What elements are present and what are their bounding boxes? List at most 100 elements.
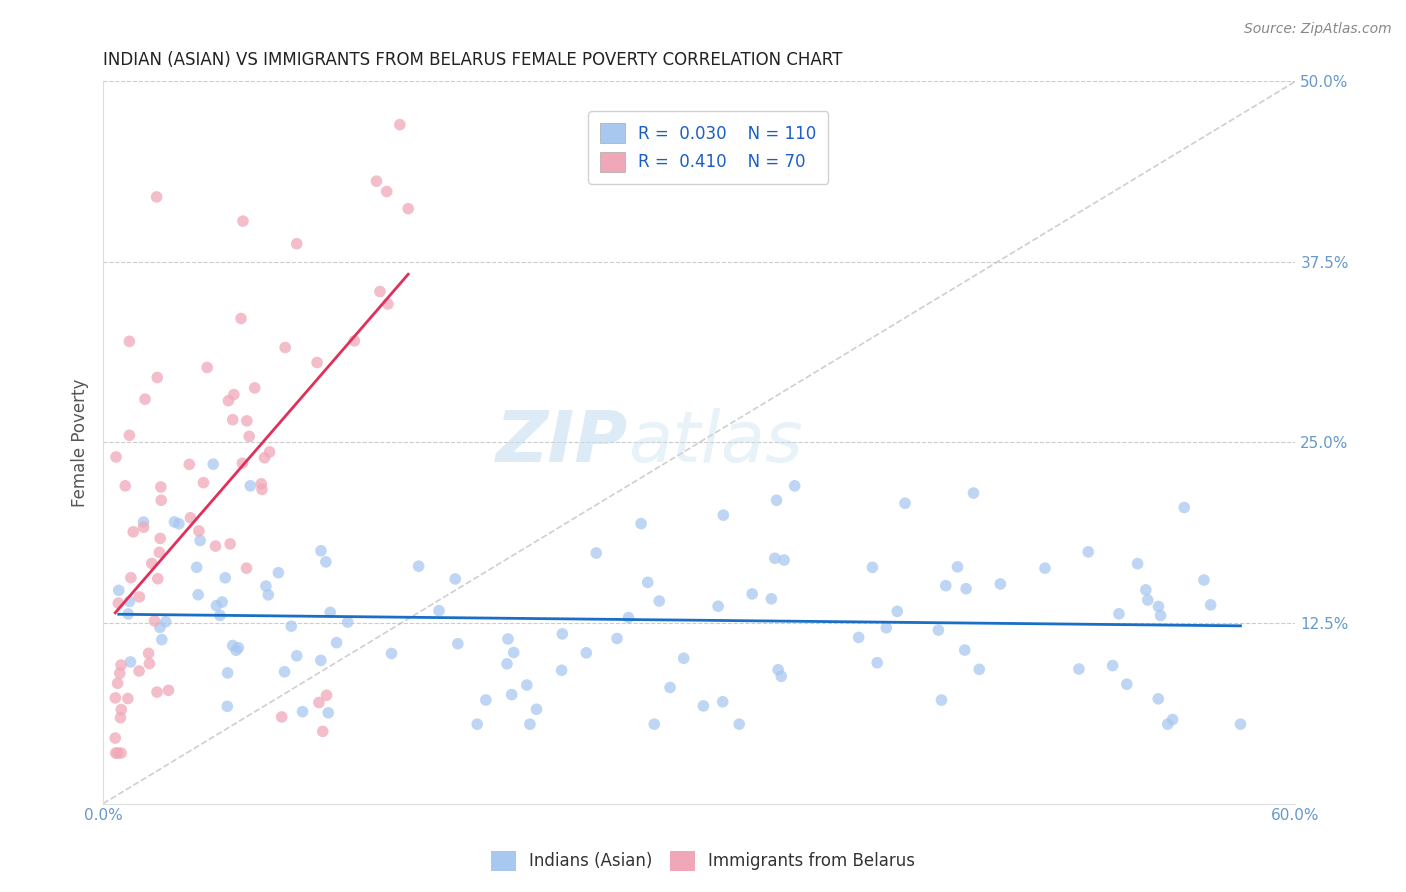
Point [955, 582, 977, 596]
Point [526, 702, 548, 716]
Point [146, 572, 169, 586]
Point [128, 590, 150, 604]
Point [238, 429, 260, 443]
Point [208, 608, 231, 623]
Y-axis label: Female Poverty: Female Poverty [72, 378, 89, 507]
Point [188, 533, 211, 548]
Point [1033, 561, 1056, 575]
Point [110, 658, 132, 673]
Point [231, 456, 253, 470]
Point [138, 646, 160, 660]
Point [770, 669, 793, 683]
Point [765, 493, 787, 508]
Point [927, 623, 949, 637]
Point [228, 640, 250, 655]
Text: INDIAN (ASIAN) VS IMMIGRANTS FROM BELARUS FEMALE POVERTY CORRELATION CHART: INDIAN (ASIAN) VS IMMIGRANTS FROM BELARU… [103, 51, 842, 69]
Point [239, 479, 262, 493]
Point [1136, 593, 1159, 607]
Point [114, 479, 136, 493]
Point [319, 605, 342, 619]
Point [211, 595, 233, 609]
Point [291, 705, 314, 719]
Point [149, 532, 172, 546]
Point [104, 690, 127, 705]
Point [193, 475, 215, 490]
Point [120, 655, 142, 669]
Point [179, 458, 201, 472]
Point [204, 539, 226, 553]
Point [235, 561, 257, 575]
Point [766, 663, 789, 677]
Point [107, 596, 129, 610]
Point [146, 370, 169, 384]
Point [315, 555, 337, 569]
Point [122, 524, 145, 539]
Point [396, 202, 419, 216]
Point [107, 583, 129, 598]
Point [145, 190, 167, 204]
Point [155, 615, 177, 629]
Legend: Indians (Asian), Immigrants from Belarus: Indians (Asian), Immigrants from Belarus [482, 842, 924, 880]
Point [728, 717, 751, 731]
Point [187, 524, 209, 538]
Point [368, 285, 391, 299]
Point [167, 516, 190, 531]
Point [225, 643, 247, 657]
Point [465, 717, 488, 731]
Point [285, 236, 308, 251]
Point [118, 334, 141, 349]
Point [862, 560, 884, 574]
Point [711, 695, 734, 709]
Point [149, 620, 172, 634]
Point [336, 615, 359, 629]
Text: Source: ZipAtlas.com: Source: ZipAtlas.com [1244, 22, 1392, 37]
Point [648, 594, 671, 608]
Point [307, 355, 329, 369]
Point [783, 479, 806, 493]
Point [219, 537, 242, 551]
Point [105, 450, 128, 464]
Point [1077, 545, 1099, 559]
Point [606, 632, 628, 646]
Point [475, 693, 498, 707]
Point [1147, 691, 1170, 706]
Point [117, 607, 139, 621]
Point [149, 480, 172, 494]
Point [366, 174, 388, 188]
Point [250, 476, 273, 491]
Point [150, 632, 173, 647]
Point [894, 496, 917, 510]
Point [202, 457, 225, 471]
Point [253, 450, 276, 465]
Point [270, 710, 292, 724]
Point [953, 643, 976, 657]
Text: ZIP: ZIP [495, 408, 627, 477]
Point [866, 656, 889, 670]
Point [447, 637, 470, 651]
Point [630, 516, 652, 531]
Point [257, 588, 280, 602]
Point [146, 685, 169, 699]
Point [1126, 557, 1149, 571]
Point [134, 392, 156, 406]
Point [1161, 713, 1184, 727]
Point [496, 632, 519, 646]
Point [229, 311, 252, 326]
Point [179, 510, 201, 524]
Point [741, 587, 763, 601]
Point [617, 610, 640, 624]
Point [217, 665, 239, 680]
Point [107, 746, 129, 760]
Point [575, 646, 598, 660]
Point [1108, 607, 1130, 621]
Point [388, 118, 411, 132]
Point [886, 604, 908, 618]
Point [1101, 658, 1123, 673]
Point [988, 577, 1011, 591]
Point [551, 627, 574, 641]
Legend: R =  0.030    N = 110, R =  0.410    N = 70: R = 0.030 N = 110, R = 0.410 N = 70 [588, 112, 828, 184]
Point [516, 678, 538, 692]
Point [1229, 717, 1251, 731]
Point [250, 483, 273, 497]
Point [141, 557, 163, 571]
